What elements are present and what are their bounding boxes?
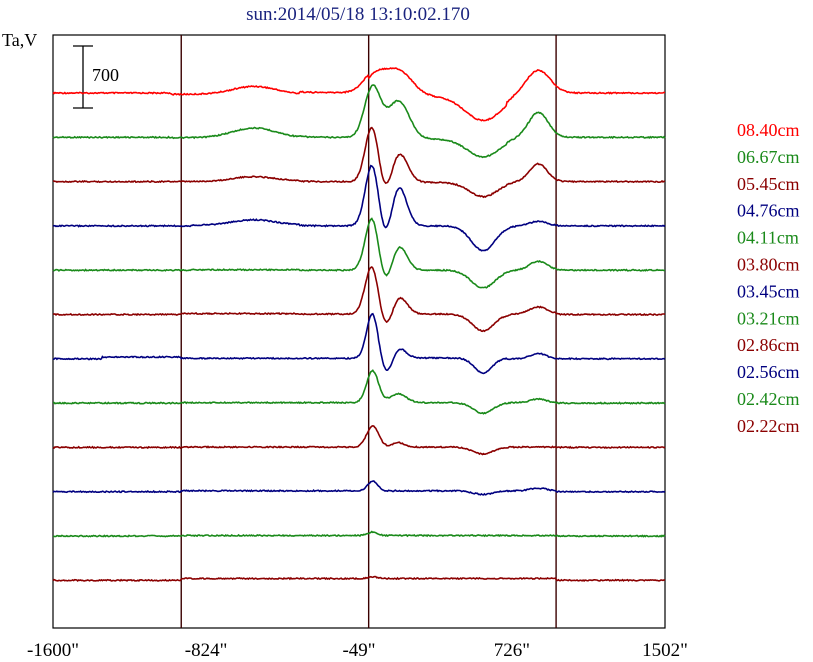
trace-03.80cm (52, 266, 666, 333)
x-tick-label-1: -1600" (27, 640, 79, 661)
legend-entry-02.42cm: 02.42cm (737, 389, 800, 409)
legend-entry-02.22cm: 02.22cm (737, 416, 800, 436)
plot-frame (52, 34, 666, 629)
trace-02.56cm (52, 480, 666, 496)
chart-title: sun:2014/05/18 13:10:02.170 (246, 4, 470, 25)
y-axis-label: Ta,V (2, 30, 37, 50)
x-tick-labels: -1600" -824" -49" 726" 1502" (27, 640, 688, 661)
legend-entry-03.45cm: 03.45cm (737, 281, 800, 301)
legend-entry-08.40cm: 08.40cm (737, 120, 800, 140)
legend-entry-04.11cm: 04.11cm (737, 228, 799, 248)
trace-02.86cm (52, 424, 666, 456)
trace-02.42cm (53, 530, 666, 538)
vertical-markers (180, 35, 557, 628)
trace-06.67cm (52, 84, 666, 159)
scale-bar: 700 (73, 45, 119, 109)
legend-entry-05.45cm: 05.45cm (737, 174, 800, 194)
legend-entry-04.76cm: 04.76cm (737, 201, 800, 221)
trace-08.40cm (52, 67, 665, 122)
trace-02.22cm (52, 575, 666, 582)
legend-entry-03.21cm: 03.21cm (737, 308, 800, 328)
legend-entry-02.86cm: 02.86cm (737, 335, 800, 355)
x-tick-label-2: -824" (185, 640, 228, 661)
series-traces (52, 67, 666, 582)
x-tick-label-4: 726" (494, 640, 530, 661)
trace-03.21cm (53, 369, 666, 415)
trace-05.45cm (52, 126, 666, 199)
legend-entry-03.80cm: 03.80cm (737, 255, 800, 275)
trace-03.45cm (52, 312, 666, 375)
scale-bar-label: 700 (92, 65, 119, 85)
trace-04.11cm (52, 217, 666, 289)
x-tick-label-5: 1502" (642, 640, 688, 661)
legend-entry-06.67cm: 06.67cm (737, 147, 800, 167)
x-tick-label-3: -49" (342, 640, 375, 661)
legend: 08.40cm 06.67cm 05.45cm 04.76cm 04.11cm 03.80… (737, 120, 800, 436)
legend-entry-02.56cm: 02.56cm (737, 362, 800, 382)
trace-04.76cm (52, 164, 666, 252)
